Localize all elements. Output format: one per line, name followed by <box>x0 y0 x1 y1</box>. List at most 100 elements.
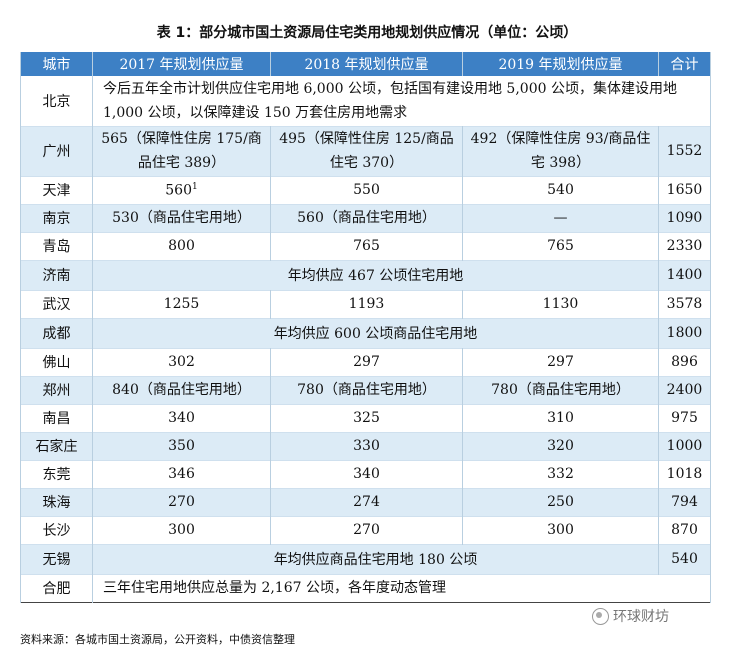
cell-total: 1650 <box>658 176 711 204</box>
cell-2018: 550 <box>270 176 463 204</box>
table-row: 南昌 340 325 310 975 <box>20 404 711 432</box>
watermark: 环球财坊 <box>592 606 669 626</box>
cell-city: 石家庄 <box>20 432 93 460</box>
cell-2017: 346 <box>92 460 271 488</box>
cell-2018: 325 <box>270 404 463 432</box>
cell-2018: 765 <box>270 232 463 260</box>
footnote-marker: 1 <box>192 181 198 192</box>
cell-city: 广州 <box>20 126 93 176</box>
cell-note: 今后五年全市计划供应住宅用地 6,000 公顷，包括国有建设用地 5,000 公… <box>92 76 711 126</box>
table-title: 表 1：部分城市国土资源局住宅类用地规划供应情况（单位：公顷） <box>156 25 578 41</box>
wechat-logo-icon <box>592 607 609 625</box>
cell-2018: 270 <box>270 516 463 544</box>
cell-2017: 1255 <box>92 290 271 318</box>
table-row: 石家庄 350 330 320 1000 <box>20 432 711 460</box>
header-2017: 2017 年规划供应量 <box>92 52 271 76</box>
land-supply-table: 城市 2017 年规划供应量 2018 年规划供应量 2019 年规划供应量 合… <box>20 52 711 603</box>
source-note: 资料来源：各城市国土资源局，公开资料，中债资信整理 <box>20 633 295 646</box>
cell-city: 珠海 <box>20 488 93 516</box>
table-row: 郑州 840（商品住宅用地） 780（商品住宅用地） 780（商品住宅用地） 2400 <box>20 376 711 404</box>
cell-total: 1018 <box>658 460 711 488</box>
cell-total: 1000 <box>658 432 711 460</box>
cell-2017: 840（商品住宅用地） <box>92 376 271 404</box>
cell-city: 武汉 <box>20 290 93 318</box>
cell-2019: — <box>462 204 659 232</box>
table-row: 天津 5601 550 540 1650 <box>20 176 711 204</box>
table-row: 珠海 270 274 250 794 <box>20 488 711 516</box>
cell-2019: 300 <box>462 516 659 544</box>
cell-2019: 492（保障性住房 93/商品住宅 398） <box>462 126 659 176</box>
table-row: 无锡 年均供应商品住宅用地 180 公顷 540 <box>20 544 711 574</box>
cell-2019: 297 <box>462 348 659 376</box>
table-row: 武汉 1255 1193 1130 3578 <box>20 290 711 318</box>
header-city: 城市 <box>20 52 93 76</box>
cell-2019: 310 <box>462 404 659 432</box>
cell-city: 长沙 <box>20 516 93 544</box>
cell-city: 东莞 <box>20 460 93 488</box>
cell-2018: 780（商品住宅用地） <box>270 376 463 404</box>
cell-2019: 320 <box>462 432 659 460</box>
cell-2018: 274 <box>270 488 463 516</box>
cell-2019: 250 <box>462 488 659 516</box>
table-row: 济南 年均供应 467 公顷住宅用地 1400 <box>20 260 711 290</box>
table-row: 东莞 346 340 332 1018 <box>20 460 711 488</box>
cell-city: 合肥 <box>20 574 93 602</box>
cell-city: 郑州 <box>20 376 93 404</box>
cell-span: 年均供应 600 公顷商品住宅用地 <box>92 318 659 348</box>
cell-total: 2400 <box>658 376 711 404</box>
cell-2018: 340 <box>270 460 463 488</box>
cell-total: 1552 <box>658 126 711 176</box>
cell-2017: 565（保障性住房 175/商品住宅 389） <box>92 126 271 176</box>
cell-span: 年均供应 467 公顷住宅用地 <box>92 260 659 290</box>
cell-2018: 560（商品住宅用地） <box>270 204 463 232</box>
cell-2018: 1193 <box>270 290 463 318</box>
cell-total: 3578 <box>658 290 711 318</box>
cell-2018: 330 <box>270 432 463 460</box>
cell-2017: 340 <box>92 404 271 432</box>
cell-city: 天津 <box>20 176 93 204</box>
cell-2018: 495（保障性住房 125/商品住宅 370） <box>270 126 463 176</box>
cell-city: 南昌 <box>20 404 93 432</box>
cell-total: 1400 <box>658 260 711 290</box>
cell-city: 南京 <box>20 204 93 232</box>
cell-2017: 270 <box>92 488 271 516</box>
cell-2019: 765 <box>462 232 659 260</box>
cell-2017: 300 <box>92 516 271 544</box>
cell-city: 济南 <box>20 260 93 290</box>
cell-2017: 302 <box>92 348 271 376</box>
cell-total: 896 <box>658 348 711 376</box>
header-2019: 2019 年规划供应量 <box>462 52 659 76</box>
header-total: 合计 <box>658 52 711 76</box>
header-row: 城市 2017 年规划供应量 2018 年规划供应量 2019 年规划供应量 合… <box>20 52 711 76</box>
cell-city: 佛山 <box>20 348 93 376</box>
table-row: 长沙 300 270 300 870 <box>20 516 711 544</box>
cell-city: 成都 <box>20 318 93 348</box>
table-row: 南京 530（商品住宅用地） 560（商品住宅用地） —1090 <box>20 204 711 232</box>
table-row: 广州 565（保障性住房 175/商品住宅 389） 495（保障性住房 125/商… <box>20 126 711 176</box>
cell-city: 无锡 <box>20 544 93 574</box>
cell-2017-value: 560 <box>165 182 192 199</box>
header-2018: 2018 年规划供应量 <box>270 52 463 76</box>
cell-total: 975 <box>658 404 711 432</box>
cell-city: 北京 <box>20 76 93 126</box>
table-row: 成都 年均供应 600 公顷商品住宅用地 1800 <box>20 318 711 348</box>
table-body: 北京 今后五年全市计划供应住宅用地 6,000 公顷，包括国有建设用地 5,000… <box>20 76 711 602</box>
cell-2018: 297 <box>270 348 463 376</box>
table-row: 佛山 302 297 297 896 <box>20 348 711 376</box>
cell-2019: 780（商品住宅用地） <box>462 376 659 404</box>
cell-total: 870 <box>658 516 711 544</box>
table-row: 合肥 三年住宅用地供应总量为 2,167 公顷，各年度动态管理 <box>20 574 711 602</box>
watermark-text: 环球财坊 <box>613 609 669 625</box>
cell-total: 1800 <box>658 318 711 348</box>
cell-2017: 800 <box>92 232 271 260</box>
cell-2017: 350 <box>92 432 271 460</box>
cell-2017: 5601 <box>92 176 271 204</box>
cell-city: 青岛 <box>20 232 93 260</box>
cell-2017: 530（商品住宅用地） <box>92 204 271 232</box>
table-row: 青岛 800 765 765 2330 <box>20 232 711 260</box>
cell-2019: 540 <box>462 176 659 204</box>
cell-span: 年均供应商品住宅用地 180 公顷 <box>92 544 659 574</box>
cell-total: 540 <box>658 544 711 574</box>
cell-total: 1090 <box>658 204 711 232</box>
